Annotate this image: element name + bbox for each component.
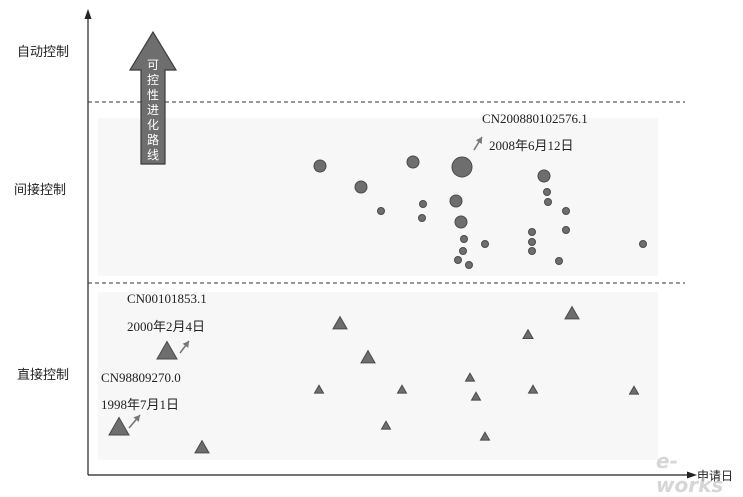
y-label-auto: 自动控制 [17, 45, 70, 60]
indirect-control-point-2 [451, 156, 473, 178]
y-axis-arrowhead [84, 9, 92, 19]
annotation-date-1: 2008年6月12日 [489, 138, 574, 153]
indirect-control-point-4 [354, 180, 368, 194]
annotation-date-3: 1998年7月1日 [101, 397, 180, 412]
direct-control-point-8 [527, 384, 539, 394]
direct-control-point-9 [628, 385, 640, 395]
direct-control-point-3 [522, 328, 534, 339]
evolution-arrow-label: 可控性进化路线 [146, 58, 159, 162]
annotation-date-2: 2000年2月4日 [127, 319, 206, 334]
y-label-direct: 直接控制 [17, 368, 70, 383]
direct-control-point-0 [564, 305, 580, 320]
x-axis-label: 申请日 [697, 469, 734, 483]
annotation-number-2: CN00101853.1 [127, 291, 207, 306]
indirect-control-point-21 [454, 256, 462, 264]
indirect-control-point-5 [543, 188, 551, 196]
direct-control-point-11 [108, 416, 130, 436]
pointer-arrowhead-1 [475, 137, 482, 144]
indirect-control-point-23 [555, 257, 563, 265]
indirect-control-point-0 [313, 159, 327, 173]
indirect-control-point-19 [459, 247, 467, 255]
annotation-number-1: CN200880102576.1 [482, 111, 588, 126]
direct-control-point-1 [332, 315, 348, 330]
indirect-control-point-8 [544, 198, 552, 206]
direct-control-point-2 [156, 340, 178, 360]
indirect-control-point-1 [406, 155, 420, 169]
indirect-control-point-11 [418, 214, 426, 222]
indirect-control-point-15 [460, 235, 468, 243]
indirect-control-point-7 [419, 200, 427, 208]
direct-control-point-6 [313, 384, 325, 394]
evolution-arrow-shape [128, 30, 178, 165]
annotation-number-3: CN98809270.0 [101, 370, 181, 385]
direct-control-point-4 [360, 349, 376, 364]
direct-control-point-12 [380, 420, 392, 430]
indirect-control-point-22 [465, 261, 473, 269]
indirect-control-point-13 [562, 226, 570, 234]
pointer-arrowhead-3 [133, 415, 140, 422]
indirect-control-point-16 [528, 238, 536, 246]
direct-band [98, 292, 658, 460]
direct-control-point-7 [396, 384, 408, 394]
watermark-logo: e-works [656, 449, 724, 497]
indirect-control-point-14 [528, 228, 536, 236]
direct-control-point-5 [464, 372, 476, 382]
indirect-control-point-17 [481, 240, 489, 248]
x-axis-arrowhead [687, 471, 697, 479]
indirect-control-point-10 [562, 207, 570, 215]
chart-canvas [84, 9, 697, 479]
indirect-control-point-3 [537, 169, 551, 183]
indirect-control-point-18 [639, 240, 647, 248]
indirect-band [98, 118, 658, 276]
indirect-control-point-6 [449, 194, 463, 208]
indirect-control-point-12 [454, 215, 468, 229]
pointer-arrowhead-2 [182, 341, 189, 348]
direct-control-point-13 [479, 431, 491, 441]
indirect-control-point-20 [528, 247, 536, 255]
direct-control-point-10 [470, 391, 482, 401]
direct-control-point-14 [194, 439, 210, 454]
indirect-control-point-9 [377, 207, 385, 215]
y-label-indirect: 间接控制 [14, 183, 67, 198]
